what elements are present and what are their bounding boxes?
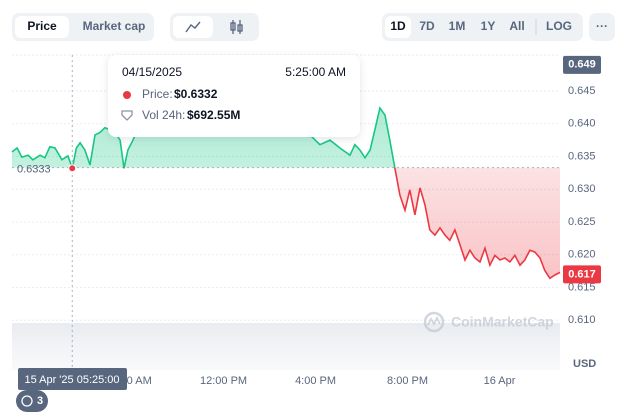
y-tick-label: 0.640: [568, 118, 596, 130]
price-line-down: [71, 167, 561, 280]
range-button[interactable]: 1D: [390, 19, 406, 33]
y-tick-label: 0.645: [568, 85, 596, 97]
crosshair-label-box: [18, 368, 127, 390]
range-button[interactable]: 1Y: [481, 19, 496, 33]
tooltip-price-label: Price:: [142, 87, 173, 101]
high-tag: [563, 55, 601, 74]
tooltip-box: [108, 55, 360, 137]
y-tick-label: 0.610: [568, 314, 596, 326]
badge-count: 3: [37, 395, 43, 407]
range-button[interactable]: 7D: [419, 19, 435, 33]
range-group: [382, 13, 583, 41]
x-tick-label: 12:00 PM: [200, 375, 247, 387]
log-button[interactable]: LOG: [546, 19, 572, 33]
watermark: CoinMarketCap: [423, 311, 554, 333]
candle-icon[interactable]: [230, 20, 243, 34]
area-up: [12, 108, 560, 168]
high-tag-label: 0.649: [568, 59, 596, 71]
crosshair-label: 15 Apr '25 05:25:00: [24, 374, 119, 386]
y-tick-label: 0.630: [568, 183, 596, 195]
tooltip: 04/15/2025 5:25:00 AM Price: $0.6332 Vol…: [108, 55, 360, 137]
tooltip-time: 5:25:00 AM: [285, 65, 346, 79]
y-tick-label: 0.615: [568, 281, 596, 293]
tooltip-dot: [123, 91, 131, 99]
last-tag: [563, 265, 601, 284]
tab[interactable]: Price: [27, 19, 57, 33]
watermark-text: CoinMarketCap: [451, 314, 554, 330]
y-tick-label: 0.625: [568, 216, 596, 228]
y-tick-label: 0.620: [568, 249, 596, 261]
last-tag-label: 0.617: [568, 268, 596, 280]
volume-icon: [121, 110, 133, 121]
tooltip-price: $0.6332: [174, 87, 218, 101]
x-tick-label: 16 Apr: [484, 375, 516, 387]
y-unit: USD: [573, 358, 596, 370]
reference-label: 0.6333: [17, 164, 51, 176]
tooltip-volume-label: Vol 24h:: [142, 108, 185, 122]
line-icon: [185, 21, 201, 33]
range-button[interactable]: 1M: [449, 19, 466, 33]
price-line-up: [11, 106, 396, 168]
volume-area: [12, 323, 560, 370]
range-active[interactable]: [385, 16, 411, 38]
tooltip-date: 04/15/2025: [122, 65, 182, 79]
tooltip-volume: $692.55M: [187, 108, 240, 122]
hover-point: [68, 164, 77, 173]
x-tick-label: 4:00 PM: [295, 375, 336, 387]
tab[interactable]: Market cap: [83, 19, 146, 33]
area-down: [72, 167, 560, 279]
toolbar: Price Market cap 1D 7D 1M 1Y All LOG ···: [12, 13, 615, 41]
badge-icon: [21, 395, 33, 407]
more-button[interactable]: ···: [596, 19, 608, 33]
tab-active[interactable]: [15, 16, 69, 38]
x-tick-label: 8:00 PM: [387, 375, 428, 387]
range-button[interactable]: All: [509, 19, 524, 33]
badge[interactable]: 3: [16, 390, 48, 412]
overlay: 0.6333 0.649 0.617 15 Apr '25 05:25:00: [17, 55, 601, 390]
y-tick-label: 0.635: [568, 150, 596, 162]
more-button-bg: [589, 13, 615, 41]
